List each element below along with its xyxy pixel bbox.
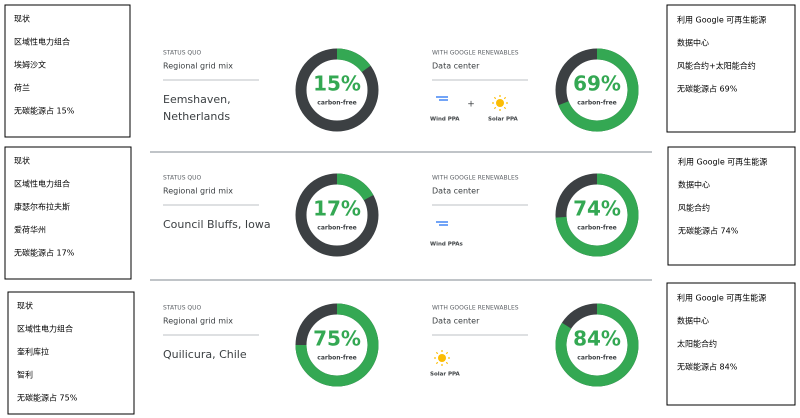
- note-box: [7, 291, 135, 415]
- section-label: STATUS QUO: [163, 305, 202, 312]
- sun-icon: [438, 354, 446, 362]
- note-line: 荷兰: [14, 83, 30, 93]
- source-label: Wind PPA: [430, 117, 460, 123]
- donut-value: 15%: [313, 72, 361, 96]
- note-line: 区域性电力组合: [14, 37, 70, 47]
- section-sublabel: Data center: [432, 62, 480, 71]
- donut-arc: [336, 173, 374, 201]
- note-line: 区域性电力组合: [14, 179, 70, 189]
- note-line: 风能合约+太阳能合约: [677, 61, 756, 71]
- donut-value: 84%: [573, 327, 621, 351]
- note-line: 无碳能源占 84%: [677, 362, 738, 372]
- note-line: 无碳能源占 74%: [678, 226, 739, 236]
- section-label: STATUS QUO: [163, 50, 202, 57]
- donut-arc: [336, 48, 371, 73]
- donut-caption: carbon-free: [577, 225, 616, 232]
- note-box: [666, 4, 796, 133]
- section-label: WITH GOOGLE RENEWABLES: [432, 305, 519, 312]
- note-line: 利用 Google 可再生能源: [677, 293, 766, 303]
- donut-value: 17%: [313, 197, 361, 221]
- section-label: STATUS QUO: [163, 175, 202, 182]
- note-line: 现状: [14, 14, 30, 24]
- sun-ray: [445, 361, 449, 365]
- donut-caption: carbon-free: [317, 355, 356, 362]
- donut-arc: [295, 303, 379, 387]
- section-sublabel: Regional grid mix: [163, 187, 233, 196]
- note-line: 爱荷华州: [14, 225, 46, 235]
- donut-arc: [555, 303, 639, 387]
- source-label: Wind PPAs: [430, 242, 464, 248]
- donut-arc: [558, 48, 639, 132]
- section-label: WITH GOOGLE RENEWABLES: [432, 175, 519, 182]
- location: Quilicura, Chile: [163, 348, 247, 361]
- note-line: 埃姆沙文: [14, 60, 46, 70]
- note-line: 奎利库拉: [17, 347, 49, 357]
- section-label: WITH GOOGLE RENEWABLES: [432, 50, 519, 57]
- donut-caption: carbon-free: [577, 100, 616, 107]
- section-sublabel: Regional grid mix: [163, 317, 233, 326]
- note-line: 无碳能源占 15%: [14, 106, 75, 116]
- note-box: [667, 146, 796, 266]
- sun-ray: [493, 106, 497, 110]
- donut-caption: carbon-free: [317, 100, 356, 107]
- connector: +: [467, 100, 475, 110]
- note-line: 无碳能源占 75%: [17, 393, 78, 403]
- location: Council Bluffs, Iowa: [163, 218, 271, 231]
- note-line: 利用 Google 可再生能源: [678, 157, 767, 167]
- section-sublabel: Data center: [432, 317, 480, 326]
- donut-value: 75%: [313, 327, 361, 351]
- donut-arc: [555, 173, 639, 257]
- donut-value: 69%: [573, 72, 621, 96]
- sun-ray: [493, 96, 497, 100]
- donut-value: 74%: [573, 197, 621, 221]
- source-label: Solar PPA: [430, 372, 461, 378]
- sun-ray: [435, 361, 439, 365]
- donut-caption: carbon-free: [577, 355, 616, 362]
- donut-caption: carbon-free: [317, 225, 356, 232]
- note-box: [666, 282, 796, 406]
- note-box: [4, 4, 131, 138]
- note-line: 数据中心: [677, 38, 709, 48]
- note-line: 康瑟尔布拉夫斯: [14, 202, 70, 212]
- location: Netherlands: [163, 110, 230, 123]
- sun-ray: [445, 351, 449, 355]
- note-line: 现状: [17, 301, 33, 311]
- sun-ray: [503, 96, 507, 100]
- section-sublabel: Regional grid mix: [163, 62, 233, 71]
- note-line: 无碳能源占 17%: [14, 248, 75, 258]
- sun-icon: [496, 99, 504, 107]
- note-line: 无碳能源占 69%: [677, 84, 738, 94]
- sun-ray: [503, 106, 507, 110]
- location: Eemshaven,: [163, 93, 231, 106]
- note-line: 数据中心: [677, 316, 709, 326]
- note-line: 风能合约: [678, 203, 710, 213]
- source-label: Solar PPA: [488, 117, 519, 123]
- note-line: 智利: [17, 370, 33, 380]
- note-line: 现状: [14, 156, 30, 166]
- note-line: 区域性电力组合: [17, 324, 73, 334]
- note-line: 利用 Google 可再生能源: [677, 15, 766, 25]
- note-line: 数据中心: [678, 180, 710, 190]
- note-box: [4, 146, 132, 280]
- sun-ray: [435, 351, 439, 355]
- note-line: 太阳能合约: [677, 339, 717, 349]
- section-sublabel: Data center: [432, 187, 480, 196]
